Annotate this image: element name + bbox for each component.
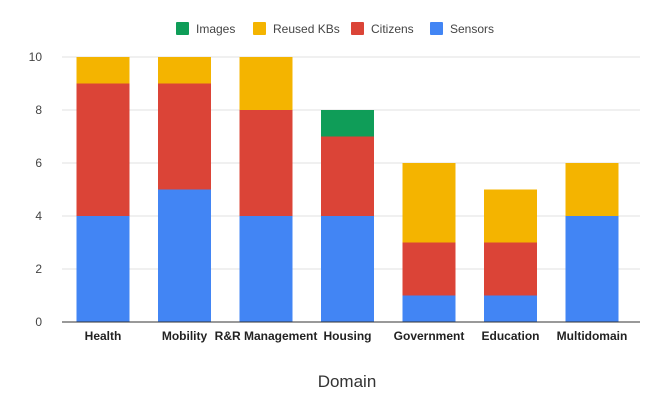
legend-swatch-citizens xyxy=(351,22,364,35)
y-tick-label: 2 xyxy=(35,262,42,276)
legend-swatch-reused-kbs xyxy=(253,22,266,35)
legend-item-reused-kbs: Reused KBs xyxy=(253,22,340,36)
y-tick-label: 10 xyxy=(29,50,43,64)
bar-government-sensors xyxy=(402,295,456,322)
y-tick-label: 6 xyxy=(35,156,42,170)
x-axis-title: Domain xyxy=(318,372,377,391)
bar-multidomain-sensors xyxy=(565,216,619,322)
legend-item-sensors: Sensors xyxy=(430,22,494,36)
bars xyxy=(76,57,619,322)
bar-health-sensors xyxy=(76,216,130,322)
bar-mobility-sensors xyxy=(158,189,211,322)
x-tick-label-housing: Housing xyxy=(324,329,372,343)
y-tick-label: 4 xyxy=(35,209,42,223)
bar-multidomain-reused-kbs xyxy=(565,163,619,216)
x-tick-label-multidomain: Multidomain xyxy=(557,329,628,343)
legend-item-citizens: Citizens xyxy=(351,22,414,36)
legend-item-images: Images xyxy=(176,22,235,36)
bar-education-citizens xyxy=(484,242,537,296)
bar-mobility-citizens xyxy=(158,83,211,190)
legend-swatch-images xyxy=(176,22,189,35)
legend-swatch-sensors xyxy=(430,22,443,35)
legend-label-sensors: Sensors xyxy=(450,22,494,36)
x-tick-label-r-r-management: R&R Management xyxy=(215,329,318,343)
x-axis-category-labels: Health Mobility R&R Management Housing Gover… xyxy=(85,329,628,343)
bar-r-r-management-citizens xyxy=(239,110,293,216)
bar-health-citizens xyxy=(76,83,130,216)
bar-government-reused-kbs xyxy=(402,163,456,243)
bar-housing-images xyxy=(321,110,374,137)
bar-housing-citizens xyxy=(321,136,374,216)
bar-r-r-management-sensors xyxy=(239,216,293,322)
legend-label-images: Images xyxy=(196,22,235,36)
x-tick-label-government: Government xyxy=(394,329,465,343)
bar-housing-sensors xyxy=(321,216,374,322)
bar-education-reused-kbs xyxy=(484,189,537,243)
y-tick-label: 0 xyxy=(35,315,42,329)
legend-label-citizens: Citizens xyxy=(371,22,414,36)
legend: Images Reused KBs Citizens Sensors xyxy=(176,22,494,36)
x-tick-label-education: Education xyxy=(481,329,539,343)
legend-label-reused-kbs: Reused KBs xyxy=(273,22,340,36)
x-tick-label-health: Health xyxy=(85,329,122,343)
y-tick-label: 8 xyxy=(35,103,42,117)
bar-r-r-management-reused-kbs xyxy=(239,57,293,110)
bar-health-reused-kbs xyxy=(76,57,130,84)
bar-mobility-reused-kbs xyxy=(158,57,211,84)
x-tick-label-mobility: Mobility xyxy=(162,329,208,343)
bar-education-sensors xyxy=(484,295,537,322)
bar-government-citizens xyxy=(402,242,456,296)
y-axis-ticks: 0 2 4 6 8 10 xyxy=(29,50,43,329)
